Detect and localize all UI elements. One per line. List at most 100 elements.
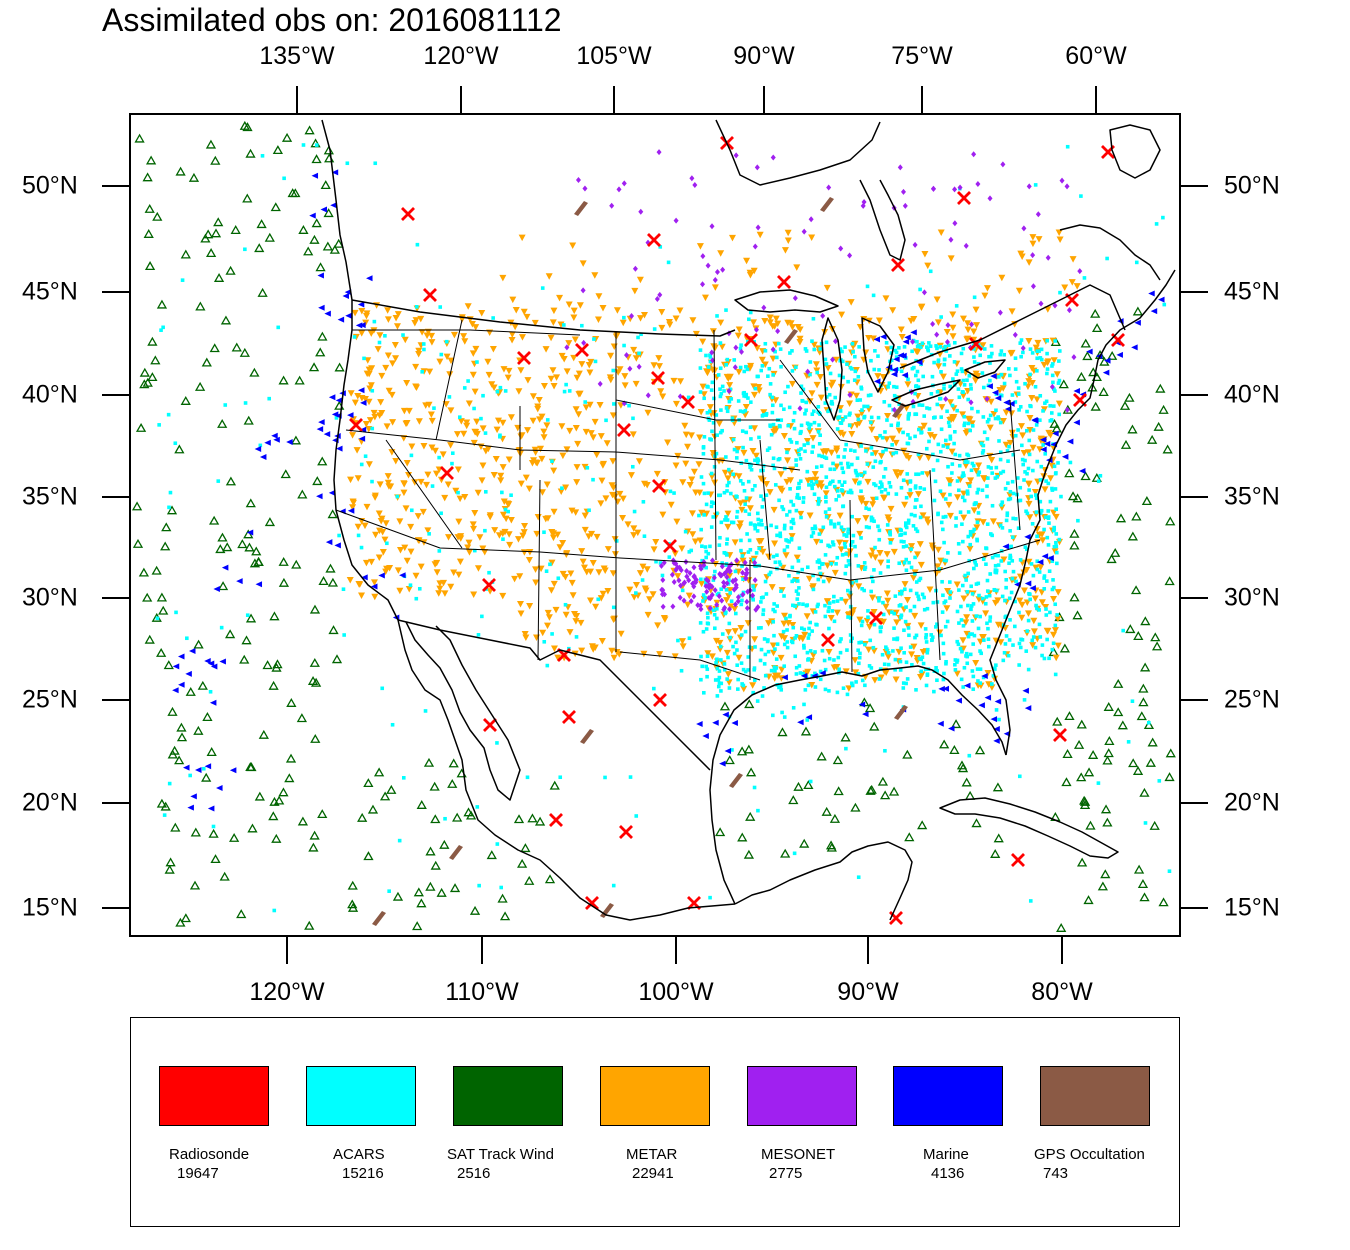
marine-marker	[325, 539, 333, 546]
acars-marker	[939, 520, 944, 525]
sat-track-wind-marker	[416, 799, 427, 809]
acars-marker	[752, 588, 756, 592]
acars-marker	[850, 636, 854, 641]
acars-marker	[764, 526, 769, 530]
metar-marker	[543, 422, 551, 429]
acars-marker	[872, 482, 876, 486]
acars-marker	[1023, 470, 1027, 474]
acars-marker	[945, 409, 949, 414]
acars-marker	[978, 667, 983, 671]
sat-track-wind-marker	[1102, 755, 1113, 765]
radiosonde-marker	[651, 371, 665, 385]
acars-marker	[889, 351, 894, 355]
acars-marker	[849, 490, 854, 495]
sat-track-wind-marker	[513, 814, 525, 824]
metar-marker	[609, 412, 617, 419]
acars-marker	[1034, 496, 1039, 501]
observation-map	[102, 86, 1208, 964]
acars-marker	[1027, 452, 1032, 457]
acars-marker	[871, 579, 875, 584]
acars-marker	[1018, 341, 1023, 345]
acars-marker	[914, 591, 919, 596]
acars-marker	[837, 415, 842, 419]
acars-marker	[996, 563, 1001, 567]
sat-track-wind-marker	[205, 248, 217, 258]
metar-marker	[962, 462, 970, 470]
acars-marker	[838, 347, 843, 351]
metar-marker	[769, 642, 777, 650]
metar-marker	[916, 541, 924, 548]
marine-marker	[190, 793, 197, 800]
acars-marker	[753, 523, 758, 528]
acars-marker	[835, 427, 840, 431]
metar-marker	[611, 551, 619, 558]
acars-marker	[805, 718, 810, 722]
metar-marker	[401, 544, 409, 552]
acars-marker	[711, 608, 716, 612]
sat-track-wind-marker	[215, 544, 226, 554]
metar-marker	[944, 588, 952, 595]
metar-marker	[735, 654, 743, 662]
acars-marker	[990, 533, 994, 538]
sat-track-wind-marker	[821, 806, 832, 816]
acars-marker	[913, 412, 917, 417]
acars-marker	[740, 682, 744, 686]
marine-marker	[719, 760, 726, 767]
sat-track-wind-marker	[1083, 767, 1095, 777]
metar-marker	[983, 285, 991, 292]
acars-marker	[709, 525, 714, 529]
metar-marker	[595, 569, 603, 576]
metar-marker	[672, 315, 680, 323]
acars-marker	[751, 557, 756, 562]
marine-marker	[990, 373, 997, 380]
left-lat-label-15n: 15°N	[22, 893, 78, 922]
metar-marker	[685, 592, 693, 600]
acars-marker	[767, 366, 772, 371]
acars-marker	[743, 509, 748, 513]
gps-occultation-marker	[729, 773, 743, 788]
metar-marker	[366, 417, 374, 424]
metar-marker	[808, 234, 816, 242]
marine-marker	[702, 733, 709, 740]
acars-marker	[876, 524, 880, 529]
acars-marker	[954, 524, 958, 528]
acars-marker	[1011, 569, 1016, 574]
radiosonde-marker	[401, 207, 415, 221]
acars-marker	[1028, 403, 1032, 408]
metar-marker	[960, 514, 968, 522]
sat-track-wind-marker	[1139, 787, 1150, 797]
acars-marker	[906, 432, 910, 437]
acars-marker	[797, 586, 801, 590]
right-lat-label-25n: 25°N	[1224, 685, 1280, 714]
acars-marker	[1003, 642, 1008, 646]
acars-marker	[971, 529, 975, 534]
mesonet-marker	[952, 186, 958, 193]
acars-marker	[966, 634, 971, 639]
acars-marker	[709, 504, 714, 509]
acars-marker	[841, 527, 846, 532]
acars-marker	[795, 597, 800, 601]
sat-track-wind-marker	[160, 801, 171, 811]
acars-marker	[466, 379, 470, 383]
acars-marker	[869, 358, 873, 363]
acars-marker	[739, 661, 744, 665]
acars-marker	[746, 655, 751, 659]
acars-marker	[658, 245, 663, 249]
acars-marker	[450, 451, 455, 456]
marine-marker	[399, 572, 406, 579]
metar-marker	[1045, 429, 1053, 437]
mesonet-marker	[752, 577, 758, 584]
acars-marker	[716, 373, 721, 377]
acars-marker	[725, 489, 729, 493]
mesonet-marker	[930, 321, 936, 328]
acars-marker	[713, 626, 717, 631]
metar-marker	[630, 594, 638, 601]
acars-marker	[714, 413, 719, 417]
acars-marker	[843, 545, 848, 549]
metar-marker	[358, 308, 366, 315]
acars-marker	[622, 315, 626, 320]
acars-marker	[1013, 599, 1017, 604]
metar-marker	[1040, 361, 1048, 369]
acars-marker	[314, 143, 319, 147]
metar-marker	[572, 618, 580, 625]
